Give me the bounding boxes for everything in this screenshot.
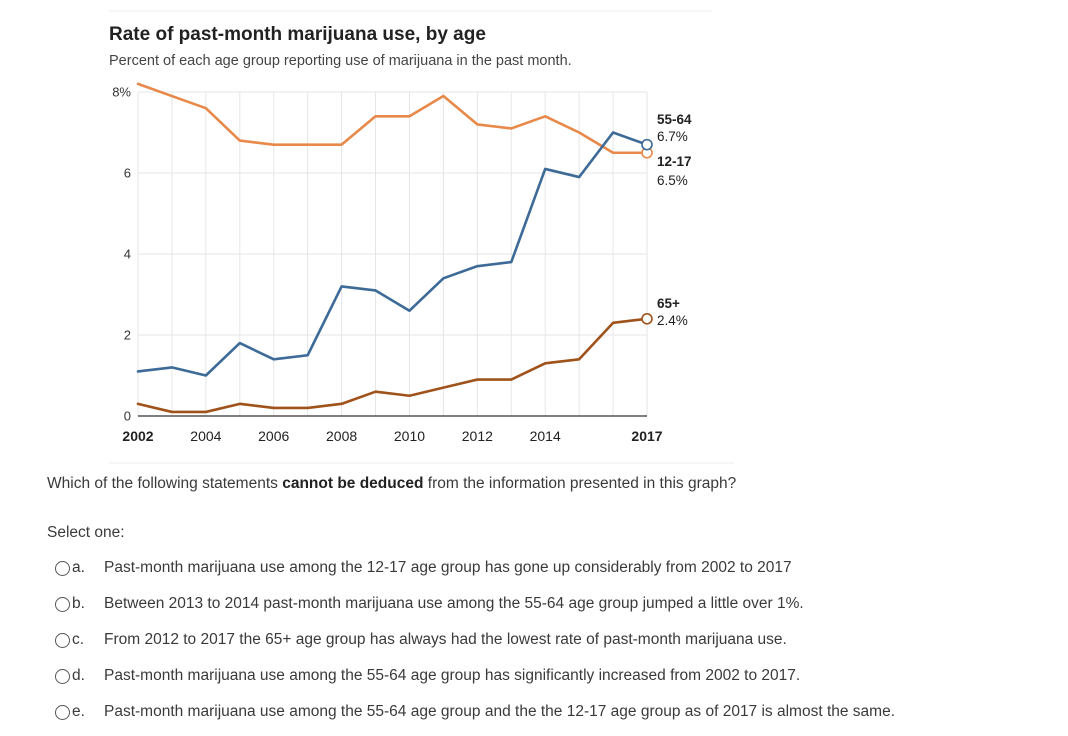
- answer-options: a. Past-month marijuana use among the 12…: [55, 550, 895, 730]
- y-tick-label: 6: [124, 166, 131, 181]
- option-text: From 2012 to 2017 the 65+ age group has …: [104, 631, 787, 648]
- select-one-label: Select one:: [47, 524, 125, 541]
- x-tick-label: 2014: [530, 428, 561, 444]
- question-prefix: Which of the following statements: [47, 475, 283, 492]
- radio-d[interactable]: [55, 668, 70, 684]
- option-b[interactable]: b. Between 2013 to 2014 past-month marij…: [55, 586, 895, 622]
- end-marker-55-64: [641, 138, 653, 151]
- option-text: Past-month marijuana use among the 55-64…: [104, 703, 896, 720]
- end-labels: 12-17 6.5% 55-64 6.7% 65+ 2.4%: [657, 112, 692, 328]
- series-line-12-17: [136, 82, 649, 155]
- x-axis: 2002 2004 2006 2008 2010 2012 2014 2017: [122, 428, 662, 444]
- radio-b[interactable]: [55, 596, 70, 612]
- option-letter: d.: [72, 667, 85, 684]
- x-tick-label: 2012: [462, 428, 493, 444]
- chart-title: Rate of past-month marijuana use, by age: [109, 24, 486, 45]
- radio-c[interactable]: [55, 632, 70, 648]
- radio-e[interactable]: [55, 704, 70, 720]
- option-c[interactable]: c. From 2012 to 2017 the 65+ age group h…: [55, 622, 895, 658]
- option-letter: c.: [72, 631, 85, 648]
- end-value-55-64: 6.7%: [657, 129, 688, 144]
- question-emphasis: cannot be deduced: [282, 475, 424, 492]
- x-tick-label: 2004: [190, 428, 221, 444]
- y-tick-label: 2: [124, 328, 131, 343]
- question-suffix: from the information presented in this g…: [423, 475, 737, 492]
- option-a[interactable]: a. Past-month marijuana use among the 12…: [55, 550, 895, 586]
- series-line-55-64: [136, 131, 649, 377]
- x-tick-label: 2002: [122, 428, 153, 444]
- y-tick-label: 0: [124, 409, 131, 424]
- x-tick-label: 2006: [258, 428, 289, 444]
- y-tick-label: 4: [124, 247, 131, 262]
- option-e[interactable]: e. Past-month marijuana use among the 55…: [55, 694, 895, 730]
- option-text: Between 2013 to 2014 past-month marijuan…: [104, 595, 804, 612]
- radio-a[interactable]: [55, 560, 70, 576]
- x-tick-label: 2008: [326, 428, 357, 444]
- end-label-65+: 65+: [657, 296, 680, 311]
- option-letter: b.: [72, 595, 85, 612]
- y-tick-label: 8%: [112, 85, 131, 100]
- option-letter: e.: [72, 703, 85, 720]
- chart-grid: [109, 10, 734, 464]
- line-chart: Rate of past-month marijuana use, by age…: [109, 10, 734, 464]
- option-d[interactable]: d. Past-month marijuana use among the 55…: [55, 658, 895, 694]
- end-marker-65+: [641, 312, 653, 325]
- x-tick-label: 2017: [631, 428, 662, 444]
- series-lines: [136, 82, 653, 414]
- option-letter: a.: [72, 559, 85, 576]
- question-text: Which of the following statements cannot…: [47, 475, 736, 493]
- series-line-65+: [136, 317, 649, 414]
- end-value-12-17: 6.5%: [657, 173, 688, 188]
- y-axis: 0 2 4 6 8%: [112, 85, 131, 424]
- end-value-65+: 2.4%: [657, 313, 688, 328]
- end-label-55-64: 55-64: [657, 112, 692, 127]
- option-text: Past-month marijuana use among the 55-64…: [104, 667, 801, 684]
- x-tick-label: 2010: [394, 428, 425, 444]
- chart-subtitle: Percent of each age group reporting use …: [109, 53, 572, 69]
- option-text: Past-month marijuana use among the 12-17…: [104, 559, 792, 576]
- end-label-12-17: 12-17: [657, 154, 692, 169]
